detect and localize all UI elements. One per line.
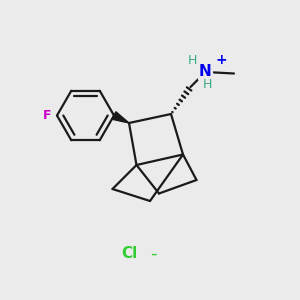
- Text: F: F: [43, 109, 52, 122]
- Text: H: H: [202, 77, 212, 91]
- Text: N: N: [199, 64, 212, 80]
- Text: Cl: Cl: [121, 246, 137, 261]
- Polygon shape: [112, 112, 129, 123]
- Text: -: -: [150, 244, 156, 262]
- Text: +: +: [215, 53, 227, 67]
- Text: H: H: [188, 54, 198, 67]
